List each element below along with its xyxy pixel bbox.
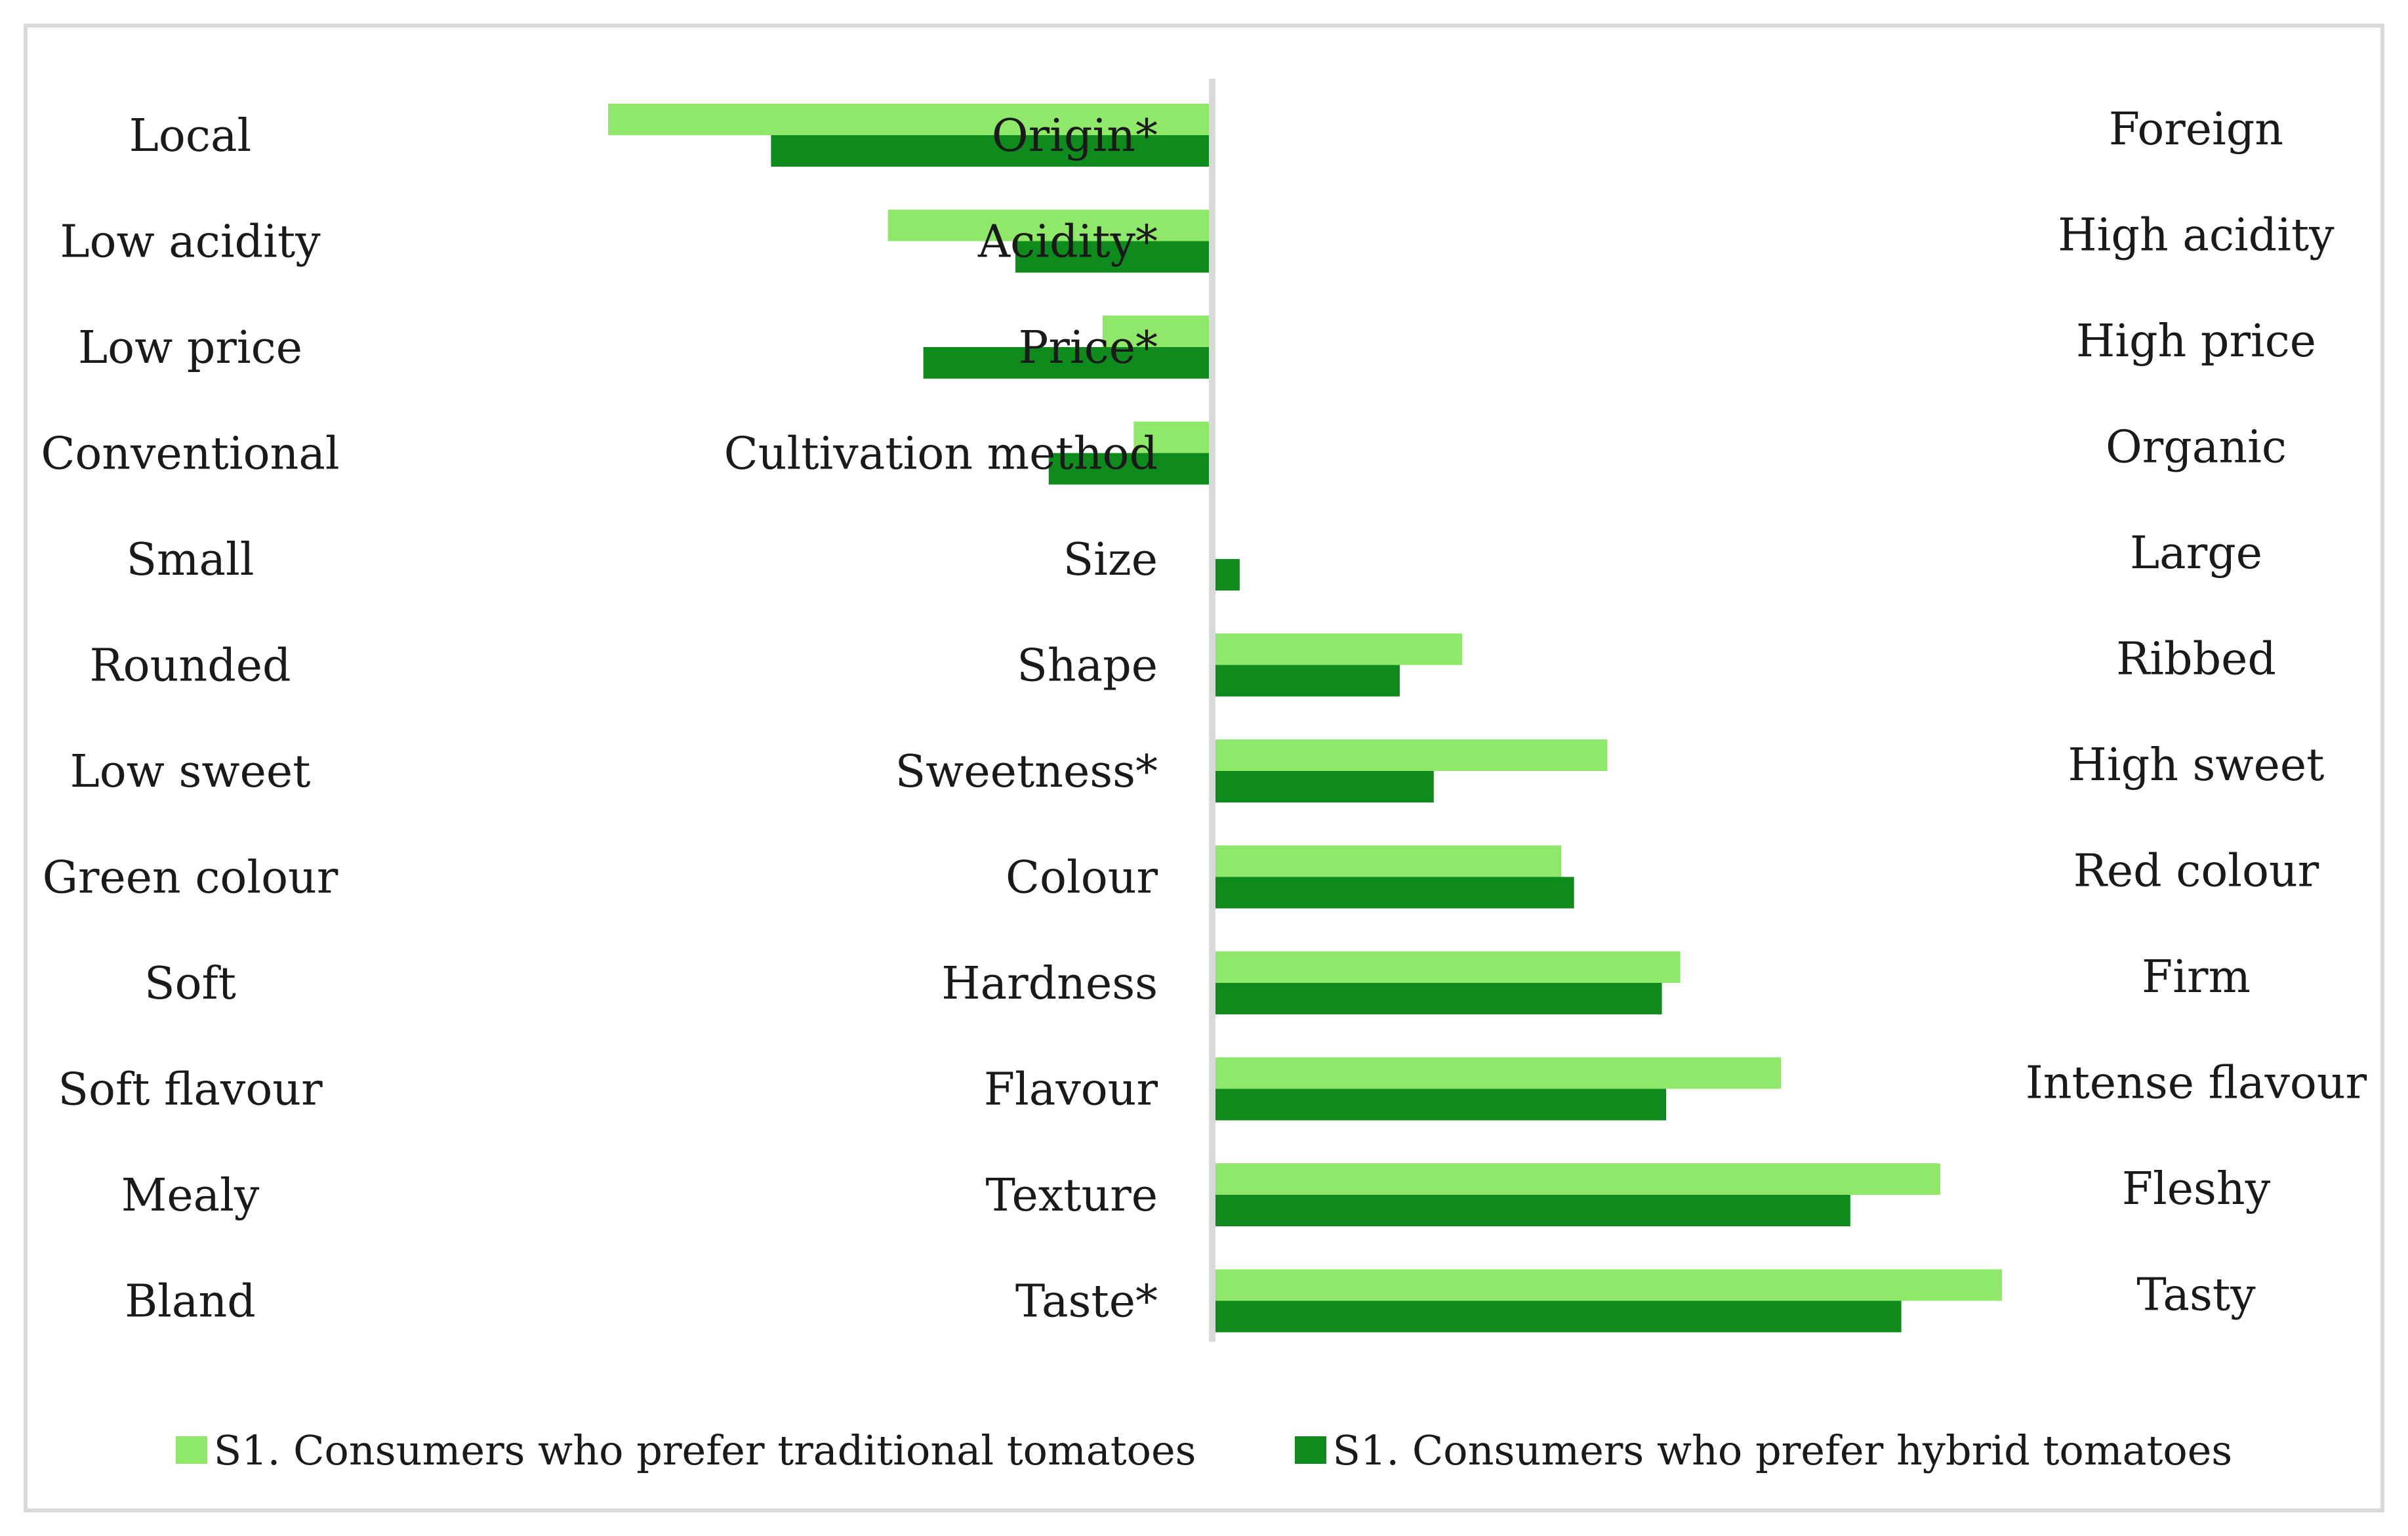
bar-traditional-10 bbox=[1214, 1163, 1940, 1195]
category-label: Cultivation method bbox=[724, 428, 1158, 480]
category-label: Shape bbox=[1017, 640, 1158, 692]
category-label: Hardness bbox=[941, 958, 1158, 1010]
category-label: Sweetness* bbox=[895, 746, 1158, 798]
bar-traditional-3 bbox=[1133, 421, 1210, 453]
left-pole-label: Soft bbox=[144, 958, 236, 1010]
left-pole-label: Bland bbox=[125, 1276, 256, 1328]
bar-hybrid-9 bbox=[1214, 1089, 1667, 1121]
right-pole-label: Tasty bbox=[2136, 1270, 2256, 1321]
bar-traditional-6 bbox=[1214, 739, 1608, 771]
right-pole-label: High sweet bbox=[2068, 739, 2325, 791]
legend-swatch-hybrid bbox=[1294, 1436, 1326, 1464]
bar-hybrid-7 bbox=[1214, 877, 1574, 909]
right-pole-label: High acidity bbox=[2058, 210, 2335, 262]
category-label: Taste* bbox=[1015, 1276, 1158, 1328]
category-label: Texture bbox=[985, 1170, 1158, 1222]
left-pole-label: Local bbox=[129, 110, 251, 162]
bar-hybrid-3 bbox=[1048, 453, 1210, 485]
bar-traditional-1 bbox=[888, 209, 1210, 241]
left-pole-label: Green colour bbox=[43, 852, 338, 904]
bar-hybrid-1 bbox=[1015, 241, 1210, 273]
legend-item-hybrid: S1. Consumers who prefer hybrid tomatoes bbox=[1294, 1426, 2233, 1474]
left-pole-label: Conventional bbox=[41, 428, 339, 480]
category-label: Flavour bbox=[984, 1064, 1158, 1116]
legend-item-traditional: S1. Consumers who prefer traditional tom… bbox=[175, 1426, 1196, 1474]
legend: S1. Consumers who prefer traditional tom… bbox=[0, 1421, 2408, 1480]
right-pole-label: Organic bbox=[2106, 422, 2287, 474]
left-pole-label: Soft flavour bbox=[58, 1064, 323, 1116]
bar-traditional-7 bbox=[1214, 845, 1562, 877]
legend-swatch-traditional bbox=[175, 1436, 207, 1464]
right-pole-label: Intense flavour bbox=[2026, 1058, 2367, 1110]
right-pole-label: Fleshy bbox=[2122, 1163, 2271, 1215]
bar-traditional-8 bbox=[1214, 951, 1681, 983]
left-pole-label: Mealy bbox=[121, 1170, 260, 1222]
left-pole-label: Low sweet bbox=[70, 746, 311, 798]
bar-hybrid-11 bbox=[1214, 1300, 1902, 1333]
category-label: Acidity* bbox=[977, 217, 1158, 268]
legend-label-traditional: S1. Consumers who prefer traditional tom… bbox=[213, 1426, 1196, 1474]
left-pole-label: Low price bbox=[78, 322, 302, 374]
bar-hybrid-2 bbox=[923, 347, 1210, 379]
left-pole-label: Low acidity bbox=[60, 217, 321, 268]
legend-label-hybrid: S1. Consumers who prefer hybrid tomatoes bbox=[1332, 1426, 2233, 1474]
right-pole-label: Red colour bbox=[2073, 846, 2319, 898]
right-pole-label: Ribbed bbox=[2116, 634, 2276, 686]
right-pole-label: Firm bbox=[2142, 951, 2251, 1003]
bar-hybrid-10 bbox=[1214, 1195, 1850, 1226]
bar-traditional-11 bbox=[1214, 1269, 2002, 1301]
category-label: Size bbox=[1063, 534, 1158, 586]
bar-traditional-0 bbox=[608, 104, 1210, 135]
bar-traditional-9 bbox=[1214, 1057, 1781, 1089]
bar-traditional-2 bbox=[1102, 316, 1210, 347]
bar-traditional-5 bbox=[1214, 633, 1462, 665]
category-label: Origin* bbox=[992, 110, 1158, 162]
bar-hybrid-8 bbox=[1214, 983, 1662, 1014]
right-pole-label: High price bbox=[2076, 316, 2316, 367]
bar-hybrid-0 bbox=[771, 135, 1210, 167]
category-label: Colour bbox=[1006, 852, 1158, 904]
bar-hybrid-6 bbox=[1214, 771, 1434, 802]
bar-hybrid-4 bbox=[1214, 559, 1240, 591]
bar-hybrid-5 bbox=[1214, 665, 1400, 697]
left-pole-label: Small bbox=[126, 534, 254, 586]
right-pole-label: Large bbox=[2130, 528, 2262, 579]
category-label: Price* bbox=[1019, 322, 1158, 374]
left-pole-label: Rounded bbox=[89, 640, 291, 692]
right-pole-label: Foreign bbox=[2109, 104, 2283, 156]
